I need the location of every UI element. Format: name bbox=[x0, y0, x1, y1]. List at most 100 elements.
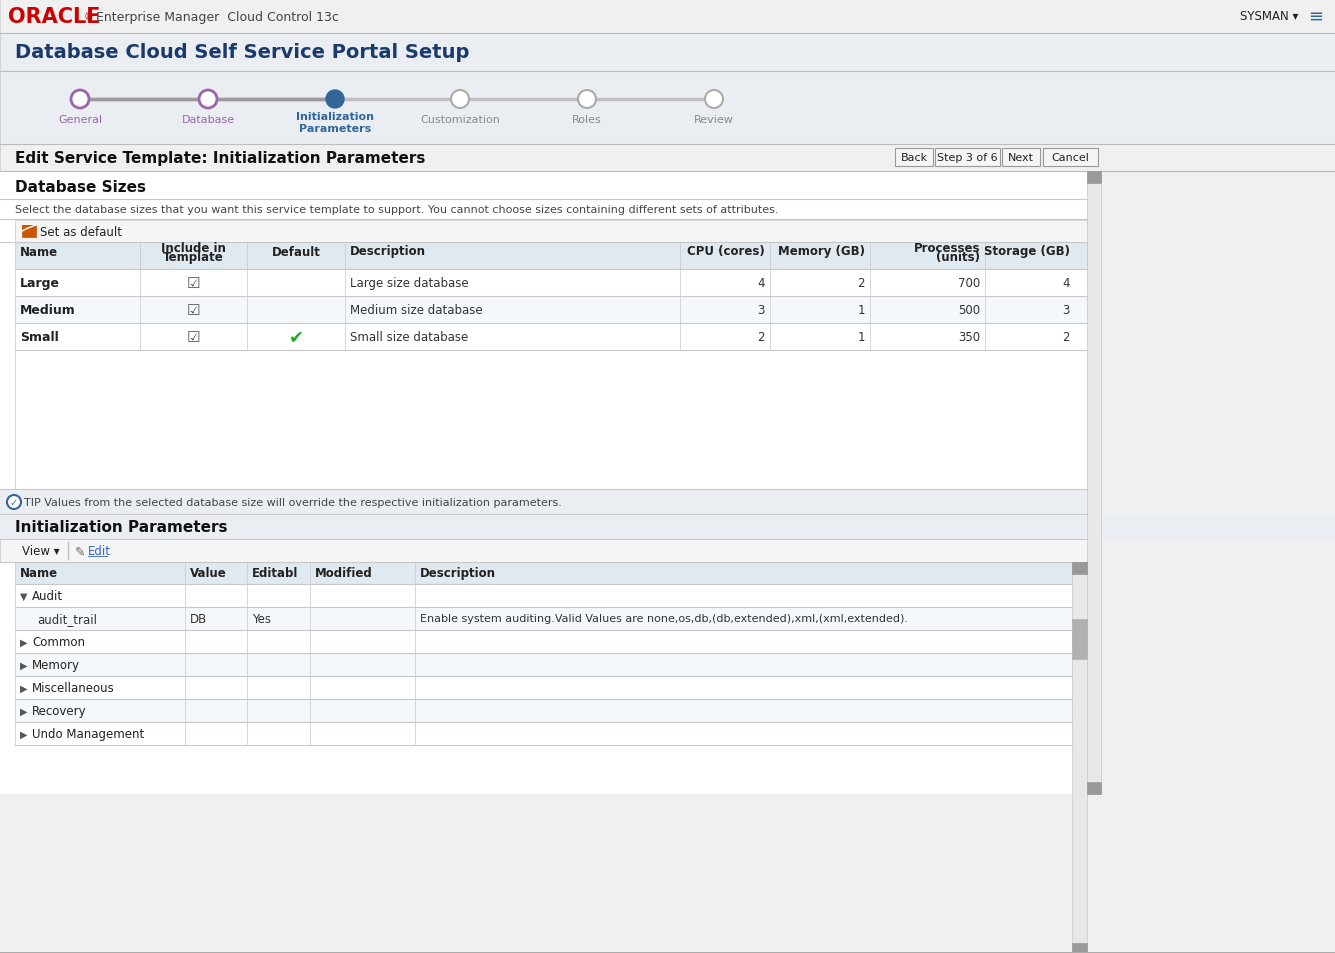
Text: Name: Name bbox=[20, 567, 59, 579]
Bar bbox=[0, 490, 1087, 515]
Bar bbox=[15, 654, 1072, 677]
Text: 2: 2 bbox=[857, 276, 865, 290]
Bar bbox=[15, 221, 1087, 243]
Circle shape bbox=[705, 91, 724, 109]
Text: Yes: Yes bbox=[252, 613, 271, 625]
Text: ☑: ☑ bbox=[187, 275, 200, 291]
Bar bbox=[15, 351, 1087, 490]
Text: Value: Value bbox=[190, 567, 227, 579]
Text: Undo Management: Undo Management bbox=[32, 727, 144, 740]
Text: Include in: Include in bbox=[162, 241, 226, 254]
Text: 3: 3 bbox=[1063, 304, 1069, 316]
Circle shape bbox=[199, 91, 218, 109]
Text: SYSMAN ▾: SYSMAN ▾ bbox=[1240, 10, 1299, 24]
Text: 1: 1 bbox=[857, 331, 865, 344]
Text: ▼: ▼ bbox=[20, 591, 28, 601]
Text: Edit Service Template: Initialization Parameters: Edit Service Template: Initialization Pa… bbox=[15, 151, 426, 165]
Bar bbox=[15, 584, 1072, 607]
Text: 2: 2 bbox=[757, 331, 765, 344]
Text: audit_trail: audit_trail bbox=[37, 613, 97, 625]
Bar bbox=[0, 34, 1335, 71]
Bar bbox=[15, 722, 1072, 745]
Text: ☑: ☑ bbox=[187, 330, 200, 345]
Text: ▶: ▶ bbox=[20, 729, 28, 739]
Text: Cancel: Cancel bbox=[1052, 152, 1089, 163]
Text: Edit: Edit bbox=[88, 545, 111, 558]
Bar bbox=[1087, 782, 1101, 794]
Text: 4: 4 bbox=[757, 276, 765, 290]
Circle shape bbox=[7, 496, 21, 510]
Text: Medium: Medium bbox=[20, 304, 76, 316]
Text: Back: Back bbox=[900, 152, 928, 163]
Text: ▶: ▶ bbox=[20, 637, 28, 647]
Text: Small: Small bbox=[20, 331, 59, 344]
Text: Audit: Audit bbox=[32, 589, 63, 602]
Text: ≡: ≡ bbox=[1308, 8, 1323, 26]
Text: ☑: ☑ bbox=[187, 303, 200, 317]
Bar bbox=[21, 226, 36, 237]
Text: Recovery: Recovery bbox=[32, 704, 87, 718]
Text: Memory (GB): Memory (GB) bbox=[778, 245, 865, 258]
Text: Description: Description bbox=[350, 245, 426, 258]
Text: ▶: ▶ bbox=[20, 706, 28, 716]
Text: Large: Large bbox=[20, 276, 60, 290]
Bar bbox=[15, 270, 1087, 296]
Text: Miscellaneous: Miscellaneous bbox=[32, 681, 115, 695]
Text: Description: Description bbox=[421, 567, 497, 579]
Bar bbox=[1072, 619, 1087, 659]
Text: TIP Values from the selected database size will override the respective initiali: TIP Values from the selected database si… bbox=[24, 497, 562, 507]
Text: 1: 1 bbox=[857, 304, 865, 316]
Text: ✓: ✓ bbox=[9, 497, 19, 507]
Text: 2: 2 bbox=[1063, 331, 1069, 344]
Text: Initialization: Initialization bbox=[296, 112, 374, 122]
Circle shape bbox=[451, 91, 469, 109]
Text: Roles: Roles bbox=[573, 115, 602, 125]
Text: CPU (cores): CPU (cores) bbox=[688, 245, 765, 258]
Text: Next: Next bbox=[1008, 152, 1035, 163]
Text: ®: ® bbox=[84, 12, 93, 22]
Text: Parameters: Parameters bbox=[299, 124, 371, 133]
Text: 700: 700 bbox=[957, 276, 980, 290]
Bar bbox=[15, 630, 1072, 654]
Text: ORACLE: ORACLE bbox=[8, 7, 100, 27]
Text: Database: Database bbox=[182, 115, 235, 125]
Text: Set as default: Set as default bbox=[40, 225, 121, 238]
Bar bbox=[0, 172, 1335, 953]
Text: Small size database: Small size database bbox=[350, 331, 469, 344]
Text: 350: 350 bbox=[959, 331, 980, 344]
Bar bbox=[894, 149, 933, 167]
Bar bbox=[21, 226, 36, 232]
Bar bbox=[15, 324, 1087, 351]
Bar bbox=[0, 71, 1335, 145]
Text: Database Cloud Self Service Portal Setup: Database Cloud Self Service Portal Setup bbox=[15, 44, 470, 63]
Bar bbox=[15, 296, 1087, 324]
Text: 500: 500 bbox=[959, 304, 980, 316]
Text: ✎: ✎ bbox=[75, 545, 85, 558]
Text: Template: Template bbox=[163, 252, 224, 264]
Circle shape bbox=[578, 91, 595, 109]
Bar bbox=[1072, 943, 1087, 953]
Text: Initialization Parameters: Initialization Parameters bbox=[15, 520, 227, 535]
Text: Default: Default bbox=[271, 245, 320, 258]
Text: Database Sizes: Database Sizes bbox=[15, 180, 146, 195]
Text: 4: 4 bbox=[1063, 276, 1069, 290]
Bar bbox=[0, 145, 1335, 172]
Bar bbox=[0, 515, 1335, 539]
Bar bbox=[0, 539, 1087, 562]
Text: Modified: Modified bbox=[315, 567, 372, 579]
Bar bbox=[1087, 172, 1101, 184]
Text: Customization: Customization bbox=[421, 115, 499, 125]
Text: Editabl: Editabl bbox=[252, 567, 299, 579]
Bar bbox=[15, 677, 1072, 700]
Circle shape bbox=[326, 91, 344, 109]
Bar bbox=[15, 562, 1072, 584]
Circle shape bbox=[71, 91, 89, 109]
Bar bbox=[1043, 149, 1097, 167]
Text: ▶: ▶ bbox=[20, 682, 28, 693]
Text: ▶: ▶ bbox=[20, 659, 28, 670]
Text: Common: Common bbox=[32, 636, 85, 648]
Text: Memory: Memory bbox=[32, 659, 80, 671]
Bar bbox=[15, 243, 1087, 270]
Text: Storage (GB): Storage (GB) bbox=[984, 245, 1069, 258]
Bar bbox=[15, 700, 1072, 722]
